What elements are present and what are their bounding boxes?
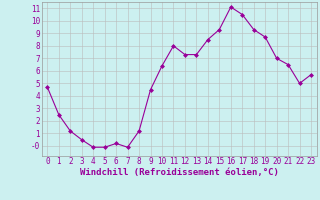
X-axis label: Windchill (Refroidissement éolien,°C): Windchill (Refroidissement éolien,°C): [80, 168, 279, 177]
